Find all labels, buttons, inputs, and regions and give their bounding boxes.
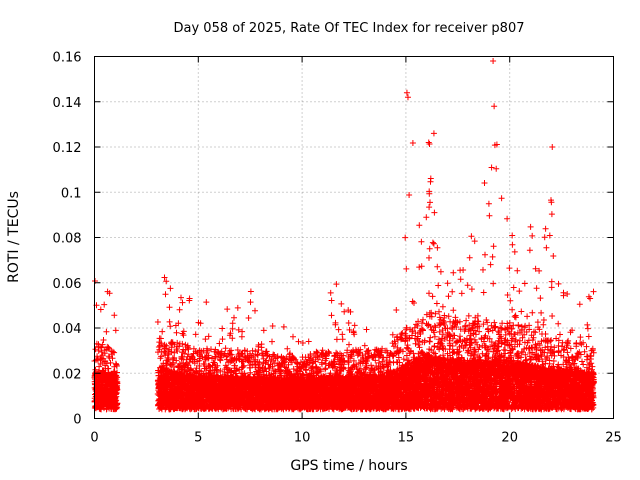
roti-peak-point [403, 89, 410, 96]
y-tick-label: 0.06 [53, 277, 82, 292]
data-points [91, 58, 597, 413]
chart-title: Day 058 of 2025, Rate Of TEC Index for r… [174, 21, 525, 36]
x-tick-label: 5 [194, 431, 202, 446]
roti-peak-point [425, 139, 432, 146]
x-tick-label: 0 [90, 431, 98, 446]
roti-peak-point [549, 144, 556, 150]
roti-peak-point [404, 94, 411, 101]
x-axis-label: GPS time / hours [290, 458, 407, 474]
roti-peak-point [430, 130, 437, 137]
y-axis-label: ROTI / TECUs [6, 191, 22, 283]
x-tick-label: 15 [398, 431, 415, 446]
x-tick-label: 25 [605, 431, 622, 446]
y-tick-label: 0.1 [61, 186, 82, 201]
y-tick-label: 0 [73, 413, 81, 428]
x-tick-label: 10 [294, 431, 311, 446]
x-tick-labels: 0 5 10 15 20 25 [90, 431, 621, 446]
grid-lines [94, 56, 614, 419]
roti-point-cloud [91, 140, 597, 413]
x-tick-label: 20 [501, 431, 518, 446]
y-tick-labels: 0 0.02 0.04 0.06 0.08 0.1 0.12 0.14 0.16 [53, 51, 82, 428]
axis-ticks [94, 56, 614, 419]
y-tick-label: 0.16 [53, 51, 82, 66]
y-tick-label: 0.04 [53, 322, 82, 337]
y-tick-label: 0.02 [53, 367, 82, 382]
roti-peak-point [491, 103, 498, 110]
y-tick-label: 0.08 [53, 232, 82, 247]
roti-peak-point [490, 58, 497, 65]
y-tick-label: 0.14 [53, 96, 82, 111]
y-tick-label: 0.12 [53, 141, 82, 156]
